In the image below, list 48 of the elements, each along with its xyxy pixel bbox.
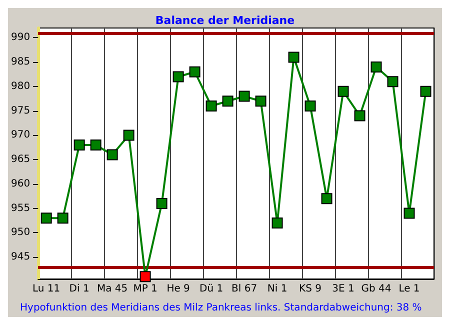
point [338,86,349,97]
y-tick-label: 980 [10,80,30,92]
y-tick-label: 990 [10,32,30,44]
point [57,212,68,224]
point [304,100,316,112]
x-tick-label: Ni 1 [267,284,288,294]
y-tick-label: 960 [10,178,30,190]
x-tick-label: Gb 44 [361,284,392,294]
y-tick-label: 950 [10,227,30,238]
x-tick-label: Lu 11 [32,284,60,294]
x-tick-label: Bl 67 [232,284,258,294]
text: Hypofunktion des Meridians des Milz Pankreas links. Standardabweichung: 38 % [20,302,422,314]
x-tick-label: He 9 [166,284,190,294]
x-tick-label: Di 1 [69,284,90,294]
chart-title: Balance der Meridiane [155,14,295,27]
x-tick-label: KS 9 [299,284,322,294]
y-tick-label: 975 [10,105,30,116]
point [321,193,332,204]
x-tick-label: MP 1 [133,284,158,294]
y-tick-label: 970 [10,130,30,141]
point [40,212,52,224]
y-tick-label: 985 [10,56,30,68]
point [272,217,283,228]
point [222,96,234,107]
point [106,149,118,160]
point [189,66,200,78]
x-tick-label: Ma 45 [96,284,128,294]
point [255,96,266,107]
point [420,86,432,97]
x-tick-label: 3E 1 [332,284,354,294]
point [123,130,134,141]
point [404,208,415,219]
y-tick-label: 955 [10,202,30,214]
point [387,76,398,88]
point [206,100,217,112]
point [156,198,168,209]
point [140,271,151,282]
point [172,71,184,82]
y-tick-label: 965 [10,154,30,166]
point [90,139,102,150]
point [74,139,85,150]
point [370,61,382,72]
point [288,52,300,63]
point [354,110,366,122]
point [238,90,250,102]
x-tick-label: Dü 1 [200,284,224,294]
x-tick-label: Le 1 [398,284,420,294]
y-tick-label: 945 [10,252,30,263]
